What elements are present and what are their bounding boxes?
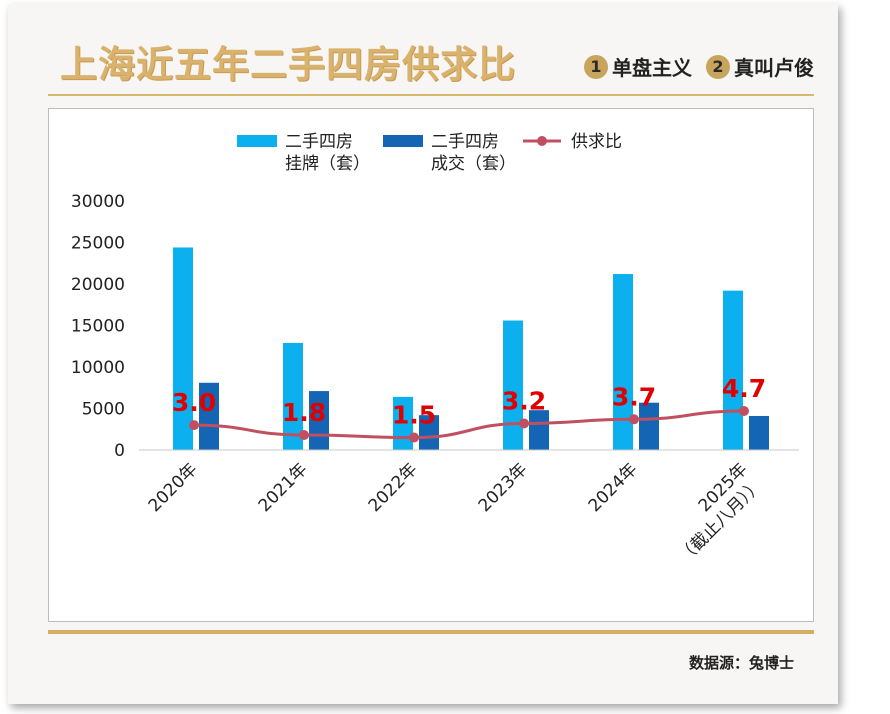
- ratio-series-line: [193, 409, 745, 440]
- x-tick-label: 2020年: [145, 459, 202, 516]
- deal-bar: [529, 410, 549, 450]
- header-divider: [48, 94, 814, 96]
- brand-1-number-icon: 1: [584, 54, 608, 79]
- legend-label: 二手四房成交（套）: [431, 132, 516, 174]
- deal-bar: [749, 415, 769, 450]
- ratio-labels: 3.0 1.8 1.5 3.2 3.7 4.7: [172, 374, 766, 430]
- ratio-data-label: 1.5: [392, 401, 436, 430]
- y-tick-label: 0: [114, 441, 125, 461]
- brand-2-name: 真叫卢俊: [734, 56, 814, 80]
- x-tick-label: 2025年（截止八月））: [659, 459, 767, 567]
- listing-bar: [173, 247, 193, 450]
- chart: 二手四房挂牌（套） 二手四房成交（套） 供求比 30000 25000 20000 150…: [71, 132, 799, 567]
- y-tick-label: 10000: [71, 358, 125, 378]
- listing-bar: [723, 290, 743, 450]
- y-tick-label: 30000: [71, 192, 125, 212]
- ratio-point: [299, 430, 309, 441]
- ratio-line: [189, 405, 749, 443]
- legend-swatch-point: [537, 136, 547, 146]
- ratio-point: [629, 414, 639, 425]
- deal-bar: [639, 402, 659, 450]
- data-source: 数据源：兔博士: [688, 654, 794, 672]
- ratio-data-label: 3.7: [612, 382, 656, 411]
- page-title: 上海近五年二手四房供求比: [60, 43, 516, 86]
- listing-bar: [503, 320, 523, 450]
- ratio-point: [519, 418, 529, 429]
- ratio-point: [189, 420, 199, 431]
- legend-label: 二手四房挂牌（套）: [285, 132, 370, 174]
- listing-bar: [283, 342, 303, 450]
- x-tick-label: 2022年: [365, 459, 422, 516]
- legend-swatch: [237, 135, 277, 147]
- legend-label: 供求比: [571, 132, 622, 152]
- legend: 二手四房挂牌（套） 二手四房成交（套） 供求比: [237, 132, 622, 174]
- footer-divider: [48, 630, 814, 634]
- legend-swatch: [383, 135, 423, 147]
- chart-frame: 二手四房挂牌（套） 二手四房成交（套） 供求比 30000 25000 20000 150…: [48, 108, 814, 622]
- chart-card: 上海近五年二手四房供求比 1 单盘主义 2 真叫卢俊 二手四房挂牌（套） 二手四房…: [8, 4, 838, 704]
- ratio-point: [409, 432, 419, 443]
- x-tick-label: 2021年: [255, 459, 312, 516]
- brand-1-name: 单盘主义: [612, 56, 692, 80]
- x-tick-label: 2024年: [585, 459, 642, 516]
- ratio-data-label: 3.0: [172, 388, 216, 417]
- brand-2-number-icon: 2: [706, 54, 730, 79]
- x-tick-label: 2023年: [475, 459, 532, 516]
- bars: [173, 247, 769, 450]
- ratio-data-label: 1.8: [282, 398, 326, 427]
- listing-bar: [613, 274, 633, 450]
- y-tick-label: 15000: [71, 317, 125, 337]
- y-tick-label: 25000: [71, 234, 125, 254]
- y-axis: 30000 25000 20000 15000 10000 5000 0: [71, 192, 125, 461]
- ratio-data-label: 3.2: [502, 386, 546, 415]
- y-tick-label: 20000: [71, 275, 125, 295]
- deal-bar: [419, 415, 439, 450]
- deal-bar: [199, 382, 219, 450]
- x-axis: 2020年 2021年 2022年 2023年 2024年 2025年（截止八月））: [145, 459, 767, 567]
- y-tick-label: 5000: [82, 400, 125, 420]
- ratio-data-label: 4.7: [722, 374, 766, 403]
- brand-2: 2 真叫卢俊: [706, 52, 814, 81]
- brand-1: 1 单盘主义: [584, 52, 692, 81]
- ratio-point: [739, 405, 749, 416]
- brand-logos: 1 单盘主义 2 真叫卢俊: [584, 52, 814, 81]
